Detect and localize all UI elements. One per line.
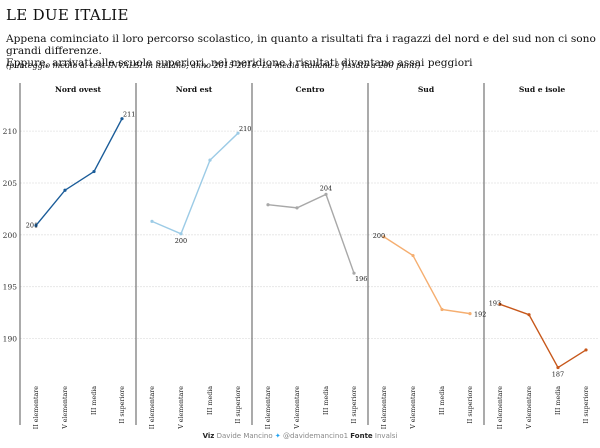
data-point: [468, 312, 472, 316]
data-label: 200: [175, 237, 187, 245]
x-tick-label: V elementare: [526, 386, 533, 430]
subtitle-line-2: Eppure, arrivati alle scuole superiori, …: [6, 57, 473, 69]
x-tick-label: II superiore: [351, 386, 358, 424]
data-label: 192: [474, 311, 486, 319]
data-label: 201: [26, 221, 38, 229]
data-label: 210: [239, 125, 251, 133]
x-tick-label: II superiore: [583, 386, 590, 424]
x-tick-label: V elementare: [294, 386, 301, 430]
twitter-handle[interactable]: @davidemancino1: [282, 432, 349, 440]
x-tick-label: II elementare: [149, 386, 156, 429]
x-tick-label: V elementare: [178, 386, 185, 430]
x-tick-label: II elementare: [381, 386, 388, 429]
data-label: 187: [552, 371, 564, 379]
data-point: [266, 203, 270, 207]
twitter-bird-icon: ✦: [274, 432, 281, 440]
x-tick-label: III media: [439, 386, 446, 415]
data-point: [527, 313, 531, 317]
panel-title: Centro: [296, 85, 325, 94]
series-line: [151, 132, 239, 235]
page-title: LE DUE ITALIE: [6, 6, 129, 24]
subtitle: Appena cominciato il loro percorso scola…: [6, 33, 596, 69]
data-label: 211: [123, 111, 135, 119]
data-point: [556, 365, 560, 370]
x-tick-label: II superiore: [119, 386, 126, 424]
y-tick-label: 190: [3, 335, 18, 344]
data-label: 200: [373, 232, 385, 240]
x-tick-label: II elementare: [33, 386, 40, 429]
data-point: [34, 223, 38, 228]
panel-title: Nord est: [176, 85, 213, 94]
series-line: [499, 303, 587, 369]
chart-note: (punteggio medio ai test INVALSI in ital…: [6, 61, 421, 70]
panel-title: Sud: [418, 85, 435, 94]
y-tick-label: 195: [3, 283, 18, 292]
y-tick-label: 205: [3, 179, 18, 188]
data-point: [92, 169, 96, 174]
x-tick-label: II superiore: [467, 386, 474, 424]
x-tick-label: III media: [207, 386, 214, 415]
data-point: [208, 158, 212, 162]
data-point: [411, 253, 415, 258]
x-tick-label: V elementare: [410, 386, 417, 430]
y-tick-label: 210: [3, 127, 18, 136]
x-tick-label: III media: [91, 386, 98, 415]
series-line: [267, 193, 355, 274]
viz-label: Viz: [202, 432, 215, 440]
panel-title: Sud e isole: [519, 85, 566, 94]
data-point: [295, 206, 299, 210]
subtitle-line-1: Appena cominciato il loro percorso scola…: [6, 33, 596, 57]
data-label: 193: [489, 299, 501, 307]
data-label: 196: [355, 275, 367, 283]
x-tick-label: II superiore: [235, 386, 242, 424]
data-point: [150, 219, 154, 223]
source-name: Invalsi: [374, 432, 398, 440]
x-tick-label: II elementare: [497, 386, 504, 429]
data-point: [498, 302, 502, 306]
x-tick-label: III media: [555, 386, 562, 415]
data-label: 204: [320, 184, 332, 192]
y-tick-label: 200: [3, 231, 18, 240]
x-tick-label: II elementare: [265, 386, 272, 429]
data-point: [179, 232, 183, 236]
data-point: [584, 348, 588, 352]
data-point: [352, 271, 356, 275]
data-point: [120, 117, 124, 121]
series-line: [35, 118, 123, 226]
x-tick-label: V elementare: [62, 386, 69, 430]
data-point: [382, 235, 386, 239]
footer-credits: Viz Davide Mancino ✦ @davidemancino1 Fon…: [0, 432, 600, 440]
data-point: [236, 131, 240, 135]
data-point: [63, 188, 67, 192]
data-point: [324, 192, 328, 196]
panel-title: Nord ovest: [55, 85, 102, 94]
source-label: Fonte: [350, 432, 373, 440]
series-line: [383, 236, 471, 315]
data-point: [440, 307, 444, 312]
author-name: Davide Mancino: [216, 432, 273, 440]
x-tick-label: III media: [323, 386, 330, 415]
